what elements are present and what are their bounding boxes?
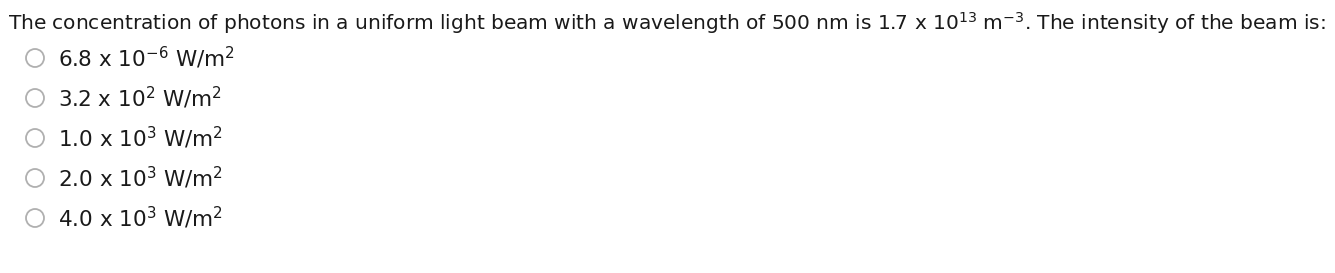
Text: The concentration of photons in a uniform light beam with a wavelength of 500 nm: The concentration of photons in a unifor… [8,10,1326,36]
Text: 4.0 x 10$^{3}$ W/m$^2$: 4.0 x 10$^{3}$ W/m$^2$ [57,205,223,231]
Text: 2.0 x 10$^{3}$ W/m$^2$: 2.0 x 10$^{3}$ W/m$^2$ [57,165,223,191]
Text: 3.2 x 10$^{2}$ W/m$^2$: 3.2 x 10$^{2}$ W/m$^2$ [57,85,222,111]
Text: 1.0 x 10$^{3}$ W/m$^2$: 1.0 x 10$^{3}$ W/m$^2$ [57,125,223,151]
Text: 6.8 x 10$^{-6}$ W/m$^2$: 6.8 x 10$^{-6}$ W/m$^2$ [57,45,235,71]
